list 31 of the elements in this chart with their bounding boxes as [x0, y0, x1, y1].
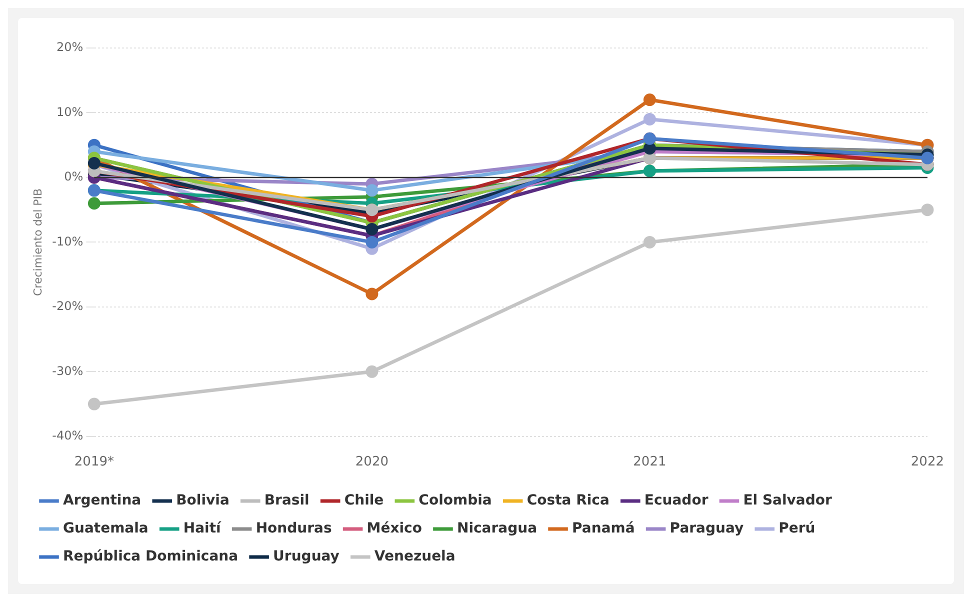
y-tick-label: -20% — [52, 299, 84, 314]
legend-label: Colombia — [418, 492, 492, 509]
legend-label: Perú — [778, 520, 816, 537]
legend-label: Honduras — [256, 520, 332, 537]
x-tick-label: 2020 — [355, 454, 388, 470]
legend-label: Ecuador — [644, 492, 708, 509]
legend-label: Argentina — [63, 492, 142, 509]
legend-label: Venezuela — [374, 548, 456, 565]
legend-label: Nicaragua — [456, 520, 538, 537]
legend-label: Uruguay — [273, 548, 340, 565]
y-tick-label: -40% — [52, 428, 84, 443]
legend-label: México — [366, 520, 422, 537]
legend-label: Chile — [344, 492, 384, 509]
y-tick-label: -10% — [52, 234, 84, 248]
y-tick-label: -30% — [52, 364, 84, 378]
legend-label: Brasil — [264, 492, 310, 509]
x-tick-label: 2021 — [633, 454, 666, 470]
legend-label: Panamá — [572, 520, 635, 537]
y-axis-title: Crecimiento del PIB — [31, 188, 44, 296]
legend-label: Guatemala — [63, 520, 148, 537]
y-tick-label: 0% — [64, 170, 84, 184]
legend-label: El Salvador — [743, 492, 832, 509]
x-tick-label: 2022 — [910, 454, 944, 470]
legend-label: Paraguay — [670, 520, 744, 537]
legend-label: Haití — [183, 520, 222, 537]
legend-label: República Dominicana — [63, 548, 238, 565]
y-tick-label: 20% — [56, 40, 84, 54]
legend-label: Costa Rica — [526, 492, 610, 509]
y-tick-label: 10% — [56, 104, 84, 119]
x-tick-label: 2019* — [74, 454, 114, 470]
legend-label: Bolivia — [176, 492, 230, 509]
